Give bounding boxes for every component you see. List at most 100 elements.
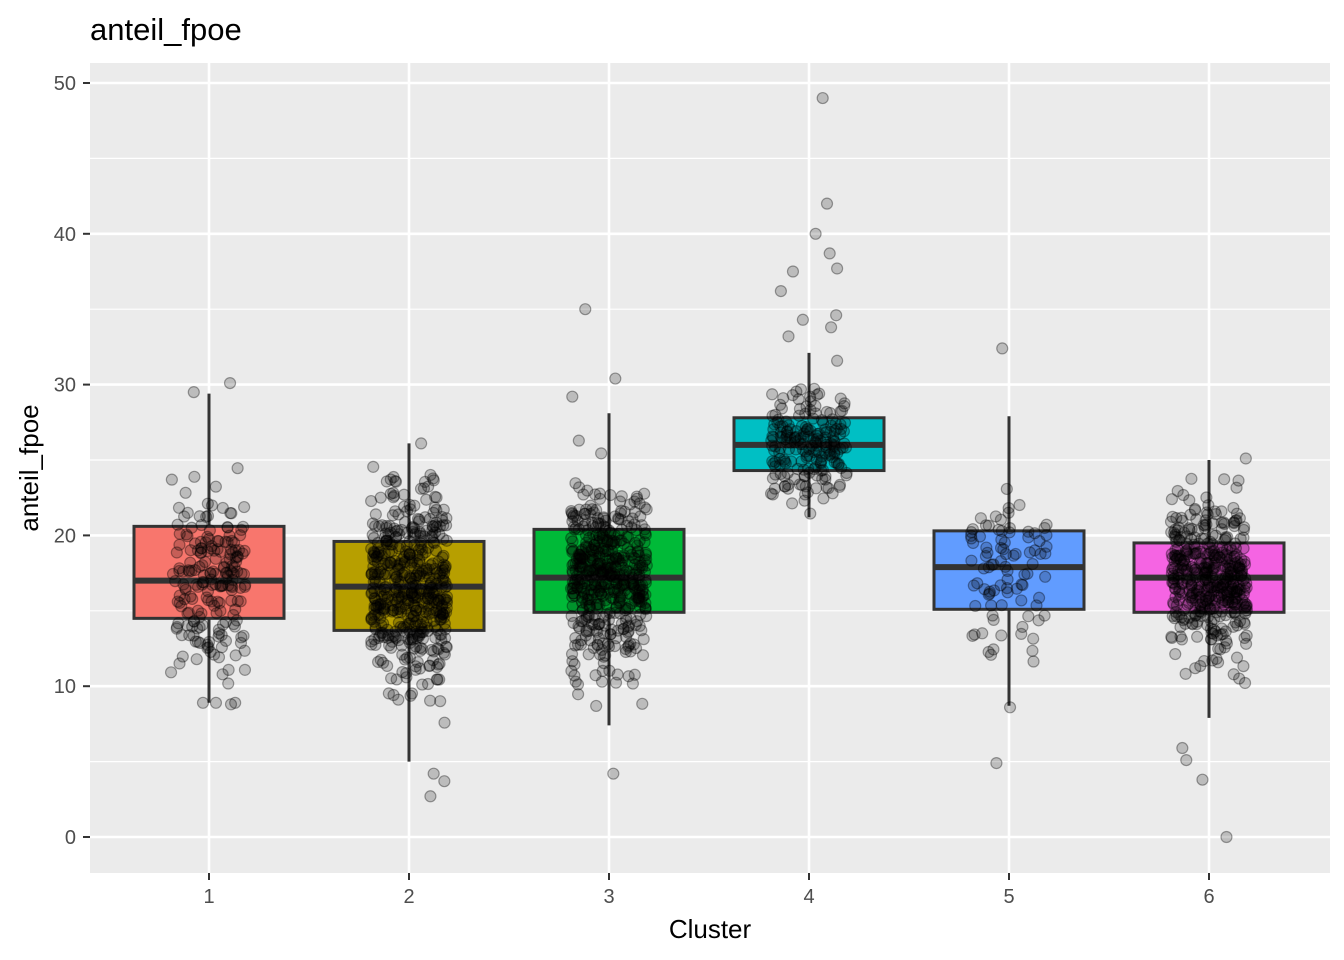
jitter-point [768,418,781,431]
jitter-point [1194,605,1207,618]
jitter-point [608,586,622,599]
jitter-point [414,541,427,554]
jitter-point [617,578,630,592]
jitter-point [225,594,238,607]
jitter-point [1215,553,1228,567]
jitter-point [374,565,387,578]
jitter-point [771,416,784,429]
jitter-point [1224,572,1237,586]
jitter-point [995,524,1008,538]
jitter-point [605,623,618,636]
jitter-point [366,528,379,542]
jitter-point [406,520,419,534]
jitter-point [435,634,448,647]
jitter-point [191,622,204,635]
jitter-point [440,594,453,607]
jitter-point [410,604,423,617]
jitter-point [1177,614,1190,627]
jitter-point [590,534,603,548]
jitter-point [776,419,789,433]
jitter-point [195,607,208,620]
jitter-point [1209,556,1222,569]
jitter-point [599,594,612,607]
jitter-point [1185,522,1198,536]
jitter-point [387,486,400,500]
jitter-point [188,470,201,483]
jitter-point [1190,513,1203,526]
jitter-point [1216,596,1229,609]
jitter-point [638,536,651,549]
jitter-point [610,577,623,590]
jitter-point [1027,632,1040,645]
jitter-point [371,556,384,569]
jitter-point [1214,628,1227,641]
jitter-point [624,612,637,625]
jitter-point [1197,573,1210,586]
jitter-point [404,581,417,594]
jitter-point [368,633,381,646]
jitter-point [1211,629,1224,642]
jitter-point [608,528,621,541]
jitter-point [594,562,607,575]
jitter-point [587,527,600,541]
jitter-point [407,599,420,612]
jitter-point [622,640,635,653]
jitter-point [810,453,823,466]
jitter-point [1206,654,1219,667]
jitter-point [613,607,626,620]
jitter-point [380,567,393,580]
jitter-point [567,544,580,557]
jitter-point [992,523,1005,536]
jitter-point [586,503,599,516]
jitter-point [632,579,645,592]
jitter-point [1185,578,1198,591]
jitter-point [637,589,650,603]
jitter-point [393,557,407,570]
jitter-point [407,610,420,623]
jitter-point [1221,589,1234,602]
jitter-point [203,524,216,537]
jitter-point [830,456,843,470]
jitter-point [606,535,619,548]
jitter-point [439,560,452,573]
jitter-point [630,584,643,597]
jitter-point [823,444,836,457]
jitter-point [1233,615,1247,628]
jitter-point [965,532,978,545]
jitter-point [569,509,583,523]
jitter-point [587,506,600,519]
jitter-point [833,480,846,493]
jitter-point [377,568,390,581]
jitter-point [1212,581,1226,594]
jitter-point [1238,584,1251,597]
jitter-point [840,469,853,482]
jitter-point [830,309,843,322]
jitter-point [1229,542,1242,555]
jitter-point [1186,591,1199,604]
jitter-point [427,474,440,487]
jitter-point [599,578,612,591]
jitter-point [1168,549,1182,562]
jitter-point [1207,549,1220,562]
jitter-point [994,579,1007,592]
jitter-point [572,434,585,447]
jitter-point [1164,515,1178,528]
jitter-point [1188,566,1201,579]
jitter-point [1230,651,1244,664]
jitter-point [390,570,403,583]
jitter-point [370,600,383,613]
jitter-point [388,489,401,502]
jitter-point [375,590,388,603]
jitter-point [612,527,625,541]
jitter-point [593,535,606,549]
jitter-point [427,645,440,658]
jitter-point [217,560,231,573]
jitter-point [811,427,824,441]
jitter-point [573,621,586,635]
jitter-point [378,547,391,560]
jitter-point [618,568,631,581]
jitter-point [574,561,587,574]
jitter-point [804,424,817,437]
jitter-point [1185,579,1198,593]
jitter-point [565,506,578,520]
